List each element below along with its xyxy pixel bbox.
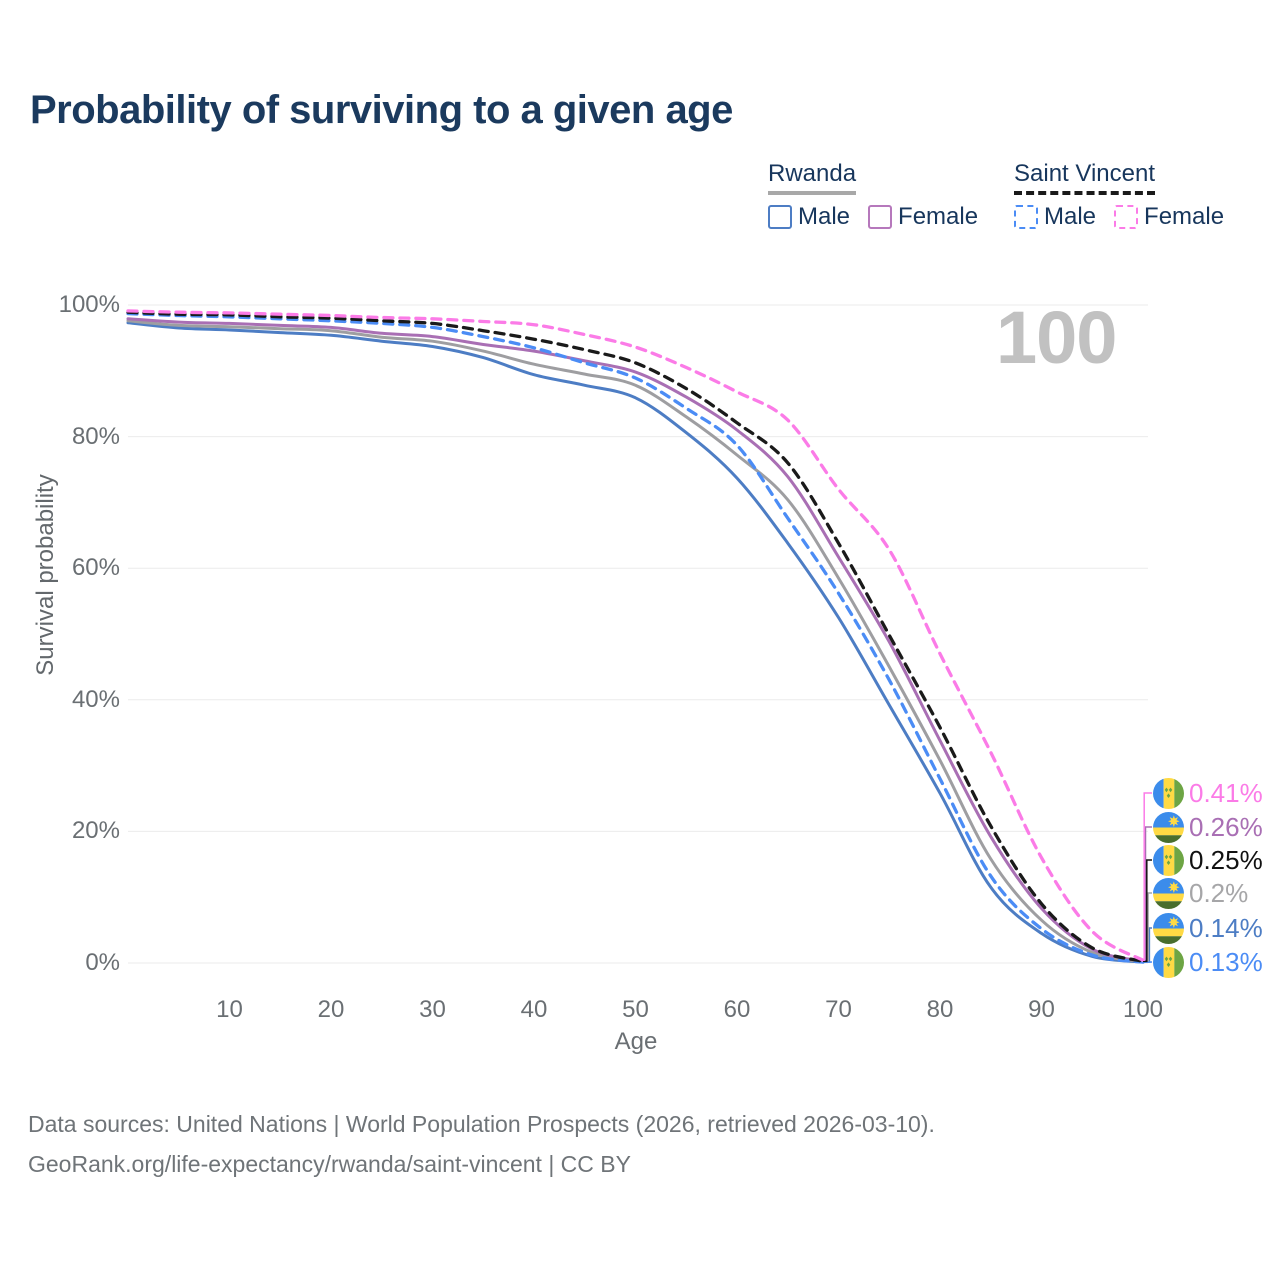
x-tick-label: 10	[216, 996, 243, 1023]
end-label-value: 0.14%	[1189, 913, 1263, 943]
checkbox-icon[interactable]	[1114, 205, 1139, 229]
checkbox-icon[interactable]	[868, 205, 893, 229]
rwanda-flag-icon	[1153, 812, 1184, 843]
series-line-saint-vincent-female[interactable]	[126, 309, 1145, 962]
rwanda-flag-icon	[1153, 913, 1184, 944]
x-tick-label: 70	[825, 996, 852, 1023]
end-label-value: 0.25%	[1189, 845, 1263, 875]
x-axis-title: Age	[614, 1028, 658, 1055]
legend-group-title-saint-vincent: Saint Vincent	[1014, 160, 1155, 195]
label-connector	[1143, 859, 1152, 963]
end-label-rwanda-male: 0.14%	[1153, 912, 1263, 945]
end-label-value: 0.13%	[1189, 947, 1263, 977]
footer-sources: Data sources: United Nations | World Pop…	[28, 1111, 935, 1137]
legend-item-label: Male	[1044, 203, 1097, 230]
label-connector	[1143, 792, 1152, 962]
end-label-saint-vincent-total: 0.25%	[1153, 844, 1263, 877]
end-label-rwanda-female: 0.26%	[1153, 811, 1263, 844]
legend-group-rwanda: Rwanda Male Female	[768, 160, 978, 231]
end-label-rwanda-total: 0.2%	[1153, 877, 1248, 910]
rwanda-flag-icon	[1153, 878, 1184, 909]
saint-vincent-flag-icon	[1153, 778, 1184, 809]
checkbox-icon[interactable]	[1014, 205, 1038, 229]
series-line-saint-vincent-male[interactable]	[126, 311, 1145, 964]
series-line-rwanda-total[interactable]	[126, 319, 1145, 964]
legend-item-rwanda-male[interactable]: Male	[768, 203, 850, 231]
saint-vincent-flag-icon	[1153, 947, 1184, 978]
y-tick-label: 20%	[71, 817, 120, 845]
end-label-value: 0.26%	[1189, 812, 1263, 842]
x-tick-label: 90	[1028, 996, 1055, 1023]
legend-item-label: Female	[898, 203, 979, 230]
series-line-saint-vincent-total[interactable]	[126, 310, 1145, 964]
x-tick-label: 50	[622, 996, 649, 1023]
page-title: Probability of surviving to a given age	[30, 88, 733, 132]
legend-item-label: Male	[798, 203, 851, 230]
legend-item-label: Female	[1144, 203, 1225, 230]
end-label-saint-vincent-male: 0.13%	[1153, 946, 1263, 979]
legend-item-saint-vincent-female[interactable]: Female	[1114, 203, 1224, 231]
legend-item-saint-vincent-male[interactable]: Male	[1014, 203, 1096, 231]
end-label-saint-vincent-female: 0.41%	[1153, 777, 1263, 810]
x-tick-label: 20	[317, 996, 345, 1023]
end-label-value: 0.2%	[1189, 878, 1249, 908]
hovered-age-indicator: 100	[996, 296, 1117, 379]
y-tick-label: 80%	[71, 422, 120, 450]
footer: Data sources: United Nations | World Pop…	[28, 1104, 935, 1184]
checkbox-icon[interactable]	[768, 205, 792, 229]
x-tick-label: 30	[419, 996, 446, 1023]
y-tick-label: 40%	[71, 685, 120, 713]
legend-group-saint-vincent: Saint Vincent Male Female	[1014, 160, 1224, 231]
series-line-rwanda-male[interactable]	[126, 321, 1145, 964]
x-tick-label: 40	[520, 996, 548, 1023]
end-label-value: 0.41%	[1189, 778, 1263, 808]
y-tick-label: 0%	[85, 949, 120, 976]
legend-group-title-rwanda: Rwanda	[768, 160, 857, 195]
x-tick-label: 100	[1122, 996, 1164, 1023]
saint-vincent-flag-icon	[1153, 845, 1184, 876]
series-line-rwanda-female[interactable]	[126, 317, 1145, 963]
y-tick-label: 100%	[58, 291, 120, 318]
legend-item-rwanda-female[interactable]: Female	[868, 203, 978, 231]
x-tick-label: 80	[926, 996, 954, 1023]
footer-attribution: GeoRank.org/life-expectancy/rwanda/saint…	[28, 1151, 631, 1177]
x-tick-label: 60	[723, 996, 751, 1023]
y-tick-label: 60%	[71, 554, 120, 582]
